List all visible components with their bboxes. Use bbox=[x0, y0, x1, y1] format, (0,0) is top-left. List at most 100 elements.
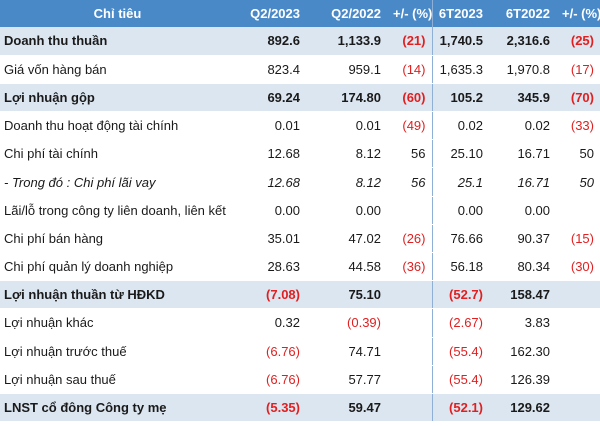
cell-q2-2023: 823.4 bbox=[235, 55, 306, 84]
table-row: Chi phí bán hàng 35.01 47.02 (26) 76.66 … bbox=[0, 224, 600, 254]
cell-q2-2022: 47.02 bbox=[306, 224, 387, 254]
cell-6t2023: 105.2 bbox=[432, 83, 489, 113]
cell-6t2022: 126.39 bbox=[489, 365, 556, 394]
table-row: Chi phí quản lý doanh nghiệp 28.63 44.58… bbox=[0, 252, 600, 282]
table-row: - Trong đó : Chi phí lãi vay 12.68 8.12 … bbox=[0, 167, 600, 197]
row-label: Lợi nhuận khác bbox=[0, 308, 235, 338]
row-label: LNST cổ đông Công ty mẹ bbox=[0, 393, 235, 423]
cell-6t2022: 90.37 bbox=[489, 224, 556, 254]
row-label: Chi phí quản lý doanh nghiệp bbox=[0, 252, 235, 282]
row-label: Giá vốn hàng bán bbox=[0, 55, 235, 84]
cell-q2-2023: 12.68 bbox=[235, 167, 306, 197]
row-label: Doanh thu thuần bbox=[0, 27, 235, 56]
cell-halfyear-change bbox=[556, 280, 600, 310]
header-6t2023: 6T2023 bbox=[432, 0, 489, 27]
cell-q2-2022: 57.77 bbox=[306, 365, 387, 394]
row-label: Chi phí bán hàng bbox=[0, 224, 235, 254]
cell-6t2022: 162.30 bbox=[489, 337, 556, 366]
row-label: Chi phí tài chính bbox=[0, 139, 235, 169]
cell-6t2022: 80.34 bbox=[489, 252, 556, 282]
cell-q2-2023: 28.63 bbox=[235, 252, 306, 282]
table-row: Lợi nhuận sau thuế (6.76) 57.77 (55.4) 1… bbox=[0, 365, 600, 394]
cell-6t2022: 345.9 bbox=[489, 83, 556, 113]
cell-q2-2023: (7.08) bbox=[235, 280, 306, 310]
cell-q2-2023: 69.24 bbox=[235, 83, 306, 113]
cell-6t2023: (55.4) bbox=[432, 337, 489, 366]
cell-6t2022: 0.00 bbox=[489, 196, 556, 225]
cell-6t2023: 0.00 bbox=[432, 196, 489, 225]
table-row: Lợi nhuận trước thuế (6.76) 74.71 (55.4)… bbox=[0, 337, 600, 366]
cell-halfyear-change: (70) bbox=[556, 83, 600, 113]
cell-halfyear-change bbox=[556, 196, 600, 225]
header-6t2022: 6T2022 bbox=[489, 0, 556, 27]
cell-q2-2023: 0.32 bbox=[235, 308, 306, 338]
cell-halfyear-change: (33) bbox=[556, 111, 600, 141]
cell-6t2023: (2.67) bbox=[432, 308, 489, 338]
table-row: Doanh thu thuần 892.6 1,133.9 (21) 1,740… bbox=[0, 27, 600, 56]
row-label: Lãi/lỗ trong công ty liên doanh, liên kế… bbox=[0, 196, 235, 225]
cell-quarter-change: (49) bbox=[387, 111, 433, 141]
cell-halfyear-change: 50 bbox=[556, 139, 600, 169]
cell-6t2022: 16.71 bbox=[489, 139, 556, 169]
cell-6t2023: 1,635.3 bbox=[432, 55, 489, 84]
table-row: Lợi nhuận thuần từ HĐKD (7.08) 75.10 (52… bbox=[0, 280, 600, 310]
cell-6t2023: 25.1 bbox=[432, 167, 489, 197]
cell-halfyear-change: (17) bbox=[556, 55, 600, 84]
table-row: LNST cổ đông Công ty mẹ (5.35) 59.47 (52… bbox=[0, 393, 600, 423]
header-row: Chỉ tiêu Q2/2023 Q2/2022 +/- (%) 6T2023 … bbox=[0, 0, 600, 27]
cell-quarter-change bbox=[387, 308, 433, 338]
cell-6t2022: 2,316.6 bbox=[489, 27, 556, 56]
cell-quarter-change bbox=[387, 393, 433, 423]
cell-q2-2022: 959.1 bbox=[306, 55, 387, 84]
cell-quarter-change: (60) bbox=[387, 83, 433, 113]
cell-q2-2022: 44.58 bbox=[306, 252, 387, 282]
header-quarter-change: +/- (%) bbox=[387, 0, 433, 27]
header-q2-2023: Q2/2023 bbox=[235, 0, 306, 27]
cell-quarter-change: 56 bbox=[387, 139, 433, 169]
cell-halfyear-change: (15) bbox=[556, 224, 600, 254]
cell-halfyear-change: 50 bbox=[556, 167, 600, 197]
cell-halfyear-change: (25) bbox=[556, 27, 600, 56]
row-label: - Trong đó : Chi phí lãi vay bbox=[0, 167, 235, 197]
cell-quarter-change bbox=[387, 196, 433, 225]
cell-6t2023: 1,740.5 bbox=[432, 27, 489, 56]
cell-halfyear-change bbox=[556, 308, 600, 338]
cell-q2-2023: 0.01 bbox=[235, 111, 306, 141]
cell-q2-2022: 74.71 bbox=[306, 337, 387, 366]
cell-q2-2023: 35.01 bbox=[235, 224, 306, 254]
cell-halfyear-change bbox=[556, 393, 600, 423]
row-label: Lợi nhuận gộp bbox=[0, 83, 235, 113]
cell-quarter-change bbox=[387, 280, 433, 310]
cell-q2-2022: 8.12 bbox=[306, 167, 387, 197]
cell-quarter-change: (36) bbox=[387, 252, 433, 282]
cell-halfyear-change bbox=[556, 365, 600, 394]
cell-q2-2023: 0.00 bbox=[235, 196, 306, 225]
table-row: Lãi/lỗ trong công ty liên doanh, liên kế… bbox=[0, 196, 600, 225]
header-halfyear-change: +/- (%) bbox=[556, 0, 600, 27]
cell-6t2022: 1,970.8 bbox=[489, 55, 556, 84]
table-row: Giá vốn hàng bán 823.4 959.1 (14) 1,635.… bbox=[0, 55, 600, 84]
cell-6t2023: (55.4) bbox=[432, 365, 489, 394]
header-q2-2022: Q2/2022 bbox=[306, 0, 387, 27]
cell-q2-2022: 1,133.9 bbox=[306, 27, 387, 56]
cell-q2-2022: 174.80 bbox=[306, 83, 387, 113]
cell-quarter-change: (21) bbox=[387, 27, 433, 56]
cell-quarter-change: 56 bbox=[387, 167, 433, 197]
cell-q2-2022: (0.39) bbox=[306, 308, 387, 338]
row-label: Lợi nhuận trước thuế bbox=[0, 337, 235, 366]
row-label: Doanh thu hoạt động tài chính bbox=[0, 111, 235, 141]
table-row: Doanh thu hoạt động tài chính 0.01 0.01 … bbox=[0, 111, 600, 141]
table-row: Lợi nhuận gộp 69.24 174.80 (60) 105.2 34… bbox=[0, 83, 600, 113]
cell-q2-2022: 8.12 bbox=[306, 139, 387, 169]
cell-6t2022: 129.62 bbox=[489, 393, 556, 423]
cell-q2-2023: 12.68 bbox=[235, 139, 306, 169]
cell-q2-2023: (5.35) bbox=[235, 393, 306, 423]
cell-halfyear-change bbox=[556, 337, 600, 366]
cell-6t2023: 25.10 bbox=[432, 139, 489, 169]
header-label: Chỉ tiêu bbox=[0, 0, 235, 27]
cell-q2-2022: 75.10 bbox=[306, 280, 387, 310]
cell-6t2023: 0.02 bbox=[432, 111, 489, 141]
cell-6t2022: 16.71 bbox=[489, 167, 556, 197]
row-label: Lợi nhuận thuần từ HĐKD bbox=[0, 280, 235, 310]
